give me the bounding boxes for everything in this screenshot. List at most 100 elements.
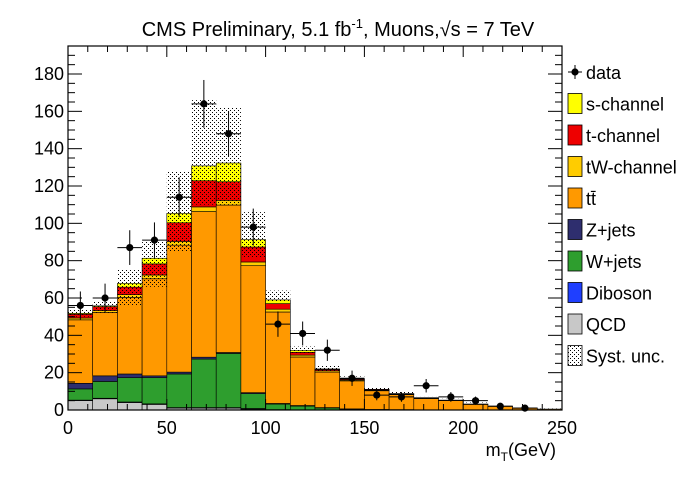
chart-title: CMS Preliminary, 5.1 fb-1, Muons,√s = 7 … (142, 16, 535, 41)
bar-tt (241, 266, 266, 393)
legend-swatch-diboson (568, 283, 582, 303)
x-axis-label-unit: (GeV) (508, 440, 556, 460)
title-middle: , Muons, (363, 19, 440, 41)
bar-qcd (93, 399, 118, 410)
data-point (373, 391, 380, 398)
bar-tw-channel (192, 207, 217, 212)
bar-tt (290, 357, 315, 406)
bar-tt (216, 205, 241, 352)
x-axis-label-main: m (486, 440, 501, 460)
x-tick-label: 0 (63, 418, 73, 438)
legend-label-z-jets: Z+jets (586, 221, 636, 241)
y-tick-label: 40 (44, 325, 64, 345)
bar-w-jets (68, 389, 93, 400)
bar-t-channel (266, 304, 291, 310)
data-point (472, 397, 479, 404)
y-tick-label: 180 (34, 64, 64, 84)
syst-unc-band (414, 397, 439, 399)
bar-tt (414, 399, 439, 410)
data-point (176, 194, 183, 201)
data-point (398, 393, 405, 400)
syst-unc-band (315, 365, 340, 371)
y-tick-label: 100 (34, 213, 64, 233)
legend-swatch-tw-channel (568, 157, 582, 177)
legend-label-syst-unc: Syst. unc. (586, 347, 665, 367)
legend-label-t-channel: t-channel (586, 126, 660, 146)
bar-z-jets (93, 376, 118, 382)
bar-w-jets (290, 406, 315, 410)
legend-label-s-channel: s-channel (586, 95, 664, 115)
x-tick-label: 150 (349, 418, 379, 438)
y-tick-label: 20 (44, 363, 64, 383)
data-point (126, 244, 133, 251)
bar-w-jets (167, 374, 192, 408)
legend-swatch-tt (568, 188, 582, 208)
title-sqrt: √s (440, 19, 461, 41)
data-point (324, 347, 331, 354)
data-point (348, 375, 355, 382)
legend-label-w-jets: W+jets (586, 252, 642, 272)
x-axis-label: mT(GeV) (486, 440, 556, 464)
legend-swatch-t-channel (568, 125, 582, 145)
data-point (447, 393, 454, 400)
bar-tt (117, 297, 142, 374)
data-point (225, 130, 232, 137)
x-tick-label: 200 (448, 418, 478, 438)
legend-label-diboson: Diboson (586, 284, 652, 304)
bar-tt (68, 320, 93, 383)
bar-tt (192, 212, 217, 358)
data-point (101, 294, 108, 301)
bar-tt (439, 401, 464, 410)
bar-w-jets (142, 378, 167, 404)
bar-z-jets (117, 374, 142, 378)
bar-tt (463, 404, 488, 410)
bar-w-jets (117, 378, 142, 402)
syst-unc-band (117, 270, 142, 305)
bar-qcd (142, 404, 167, 410)
x-tick-label: 100 (251, 418, 281, 438)
bar-tt (93, 312, 118, 375)
bar-tt (142, 279, 167, 376)
legend-swatch-z-jets (568, 220, 582, 240)
y-tick-label: 120 (34, 176, 64, 196)
syst-unc-band (266, 291, 291, 302)
data-point (200, 100, 207, 107)
legend: data s-channel t-channel tW-channel tt̄ Z+jet… (568, 63, 677, 367)
legend-label-tt: tt̄ (586, 189, 596, 209)
data-point (423, 382, 430, 389)
legend-label-data: data (586, 63, 622, 83)
title-suffix: = 7 TeV (461, 19, 535, 41)
syst-unc-band (537, 409, 562, 410)
title-superscript: -1 (351, 16, 363, 31)
y-tick-label: 160 (34, 101, 64, 121)
y-tick-label: 140 (34, 139, 64, 159)
x-tick-label: 50 (157, 418, 177, 438)
data-point (151, 237, 158, 244)
bar-tt (167, 245, 192, 372)
bar-qcd (117, 403, 142, 410)
data-point (274, 321, 281, 328)
bar-tt (315, 372, 340, 407)
bar-w-jets (192, 359, 217, 408)
syst-unc-band (290, 347, 315, 354)
data-point (250, 223, 257, 230)
legend-label-tw-channel: tW-channel (586, 158, 677, 178)
bar-w-jets (266, 404, 291, 410)
bar-qcd (68, 401, 93, 410)
data-point (299, 330, 306, 337)
bar-w-jets (93, 381, 118, 398)
bar-z-jets (68, 383, 93, 389)
legend-swatch-w-jets (568, 251, 582, 271)
bar-tw-channel (241, 262, 266, 266)
bar-w-jets (241, 394, 266, 409)
bar-w-jets (216, 353, 241, 407)
legend-swatch-s-channel (568, 94, 582, 114)
y-tick-label: 0 (54, 400, 64, 420)
x-tick-label: 250 (547, 418, 577, 438)
data-point (77, 302, 84, 309)
legend-swatch-qcd (568, 314, 582, 334)
y-tick-label: 60 (44, 288, 64, 308)
